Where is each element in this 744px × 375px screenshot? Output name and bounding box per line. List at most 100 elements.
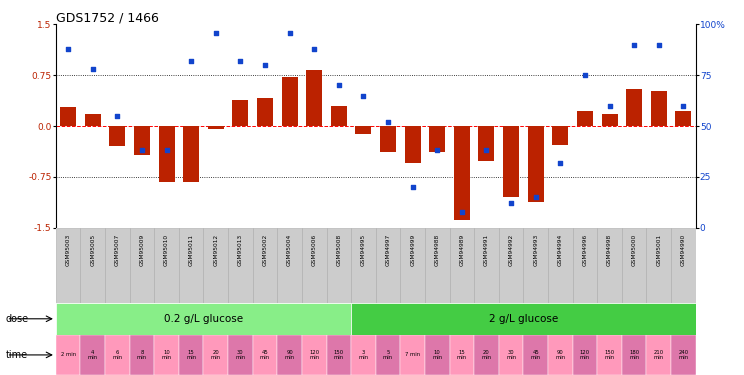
Bar	[425, 228, 449, 303]
Bar	[203, 335, 228, 375]
Bar	[597, 228, 622, 303]
Bar	[56, 303, 351, 335]
Bar	[622, 228, 647, 303]
Point	[161, 147, 173, 153]
Bar	[498, 228, 523, 303]
Bar	[183, 126, 199, 182]
Point	[579, 72, 591, 78]
Point	[652, 42, 664, 48]
Bar	[179, 335, 203, 375]
Text: GSM94997: GSM94997	[385, 234, 391, 266]
Text: 3
min: 3 min	[359, 350, 368, 360]
Point	[234, 58, 246, 64]
Bar	[158, 126, 175, 182]
Bar	[376, 335, 400, 375]
Text: GDS1752 / 1466: GDS1752 / 1466	[56, 11, 158, 24]
Bar	[56, 228, 80, 303]
Bar	[449, 228, 474, 303]
Text: GSM95004: GSM95004	[287, 234, 292, 266]
Bar	[154, 228, 179, 303]
Text: GSM94994: GSM94994	[558, 234, 562, 266]
Bar	[454, 126, 470, 220]
Bar	[129, 228, 154, 303]
Bar	[105, 335, 129, 375]
Text: GSM94996: GSM94996	[583, 234, 588, 266]
Bar	[307, 70, 322, 126]
Bar	[376, 228, 400, 303]
Bar	[647, 335, 671, 375]
Point	[357, 93, 369, 99]
Text: 240
min: 240 min	[679, 350, 688, 360]
Bar	[523, 228, 548, 303]
Bar	[257, 98, 273, 126]
Bar	[671, 335, 696, 375]
Point	[210, 30, 222, 36]
Bar	[597, 335, 622, 375]
Bar	[400, 228, 425, 303]
Bar	[527, 126, 544, 202]
Bar	[651, 91, 667, 126]
Text: 15
min: 15 min	[457, 350, 467, 360]
Bar	[253, 335, 278, 375]
Point	[382, 119, 394, 125]
Text: time: time	[6, 350, 28, 360]
Point	[87, 66, 99, 72]
Bar	[60, 107, 76, 126]
Text: 90
min: 90 min	[284, 350, 295, 360]
Text: 7 min: 7 min	[405, 352, 420, 357]
Bar	[429, 126, 445, 152]
Bar	[478, 126, 495, 161]
Point	[62, 46, 74, 52]
Bar	[626, 89, 642, 126]
Point	[530, 194, 542, 200]
Text: GSM95012: GSM95012	[214, 234, 218, 266]
Bar	[179, 228, 203, 303]
Bar	[129, 335, 154, 375]
Point	[677, 103, 689, 109]
Text: 210
min: 210 min	[654, 350, 664, 360]
Text: 45
min: 45 min	[530, 350, 541, 360]
Bar	[56, 335, 80, 375]
Point	[112, 113, 124, 119]
Bar	[577, 111, 593, 126]
Text: 45
min: 45 min	[260, 350, 270, 360]
Bar	[449, 335, 474, 375]
Point	[185, 58, 197, 64]
Text: 120
min: 120 min	[580, 350, 590, 360]
Bar	[80, 335, 105, 375]
Bar	[85, 114, 100, 126]
Bar	[548, 228, 573, 303]
Bar	[154, 335, 179, 375]
Text: 150
min: 150 min	[334, 350, 344, 360]
Text: 90
min: 90 min	[555, 350, 565, 360]
Bar	[327, 228, 351, 303]
Text: 2 min: 2 min	[60, 352, 76, 357]
Text: dose: dose	[6, 314, 29, 324]
Text: GSM95003: GSM95003	[65, 234, 71, 266]
Point	[628, 42, 640, 48]
Point	[333, 82, 344, 88]
Bar	[351, 228, 376, 303]
Text: GSM94995: GSM94995	[361, 234, 366, 266]
Bar	[380, 126, 396, 152]
Bar	[203, 228, 228, 303]
Text: GSM94998: GSM94998	[607, 234, 612, 266]
Bar	[278, 228, 302, 303]
Bar	[676, 111, 691, 126]
Text: GSM94989: GSM94989	[459, 234, 464, 266]
Text: GSM95008: GSM95008	[336, 234, 341, 266]
Bar	[548, 335, 573, 375]
Bar	[351, 335, 376, 375]
Bar	[228, 228, 253, 303]
Text: 4
min: 4 min	[88, 350, 97, 360]
Bar	[405, 126, 420, 164]
Text: 10
min: 10 min	[432, 350, 442, 360]
Bar	[327, 335, 351, 375]
Text: 120
min: 120 min	[310, 350, 319, 360]
Text: GSM95000: GSM95000	[632, 234, 637, 266]
Text: GSM95013: GSM95013	[238, 234, 243, 266]
Text: GSM94999: GSM94999	[410, 234, 415, 266]
Bar	[356, 126, 371, 134]
Bar	[302, 335, 327, 375]
Bar	[523, 335, 548, 375]
